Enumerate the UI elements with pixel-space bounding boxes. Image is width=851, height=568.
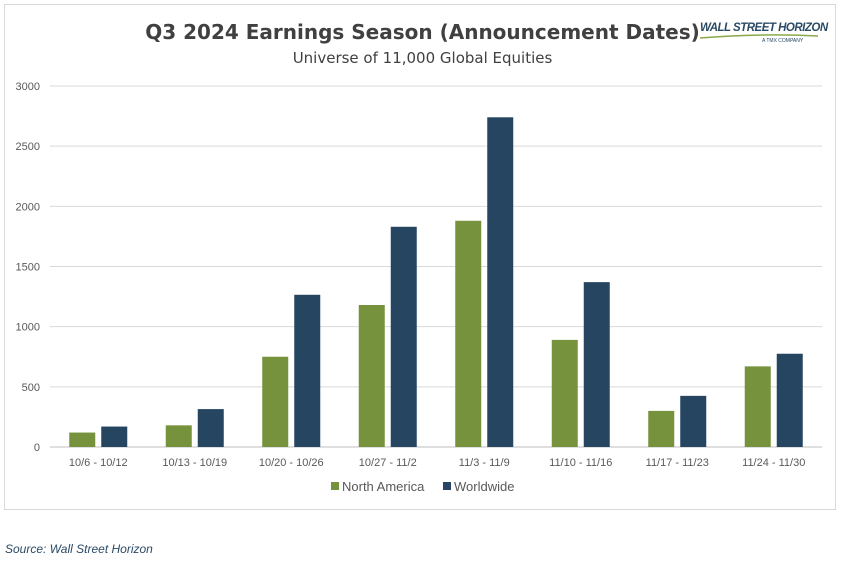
x-tick-label: 10/6 - 10/12 — [69, 457, 128, 469]
bar-north-america — [648, 410, 675, 447]
bar-worldwide — [294, 294, 321, 447]
bar-north-america — [262, 356, 289, 447]
y-tick-label: 1500 — [16, 262, 40, 274]
y-tick-label: 3000 — [16, 81, 40, 93]
y-tick-label: 1000 — [16, 322, 40, 334]
y-tick-label: 2500 — [16, 141, 40, 153]
legend-label: North America — [342, 479, 425, 494]
x-tick-label: 11/10 - 11/16 — [549, 457, 612, 469]
legend-swatch — [443, 482, 451, 490]
logo-swoosh-icon — [700, 34, 818, 39]
logo-text: WALL STREET HORIZON — [700, 22, 828, 34]
bar-north-america — [551, 339, 578, 447]
bar-worldwide — [487, 117, 514, 447]
bar-worldwide — [583, 282, 610, 447]
bar-north-america — [744, 366, 771, 447]
x-tick-label: 10/20 - 10/26 — [259, 457, 324, 469]
bar-worldwide — [390, 226, 417, 447]
chart-title: Q3 2024 Earnings Season (Announcement Da… — [145, 20, 700, 44]
chart-subtitle: Universe of 11,000 Global Equities — [292, 49, 553, 67]
legend-label: Worldwide — [454, 479, 514, 494]
bar-north-america — [165, 425, 192, 447]
bar-north-america — [69, 432, 96, 447]
bar-north-america — [455, 220, 482, 447]
y-tick-label: 500 — [22, 382, 40, 394]
x-tick-label: 10/27 - 11/2 — [359, 457, 417, 469]
bar-worldwide — [680, 395, 707, 447]
x-tick-label: 11/24 - 11/30 — [742, 457, 805, 469]
y-tick-label: 0 — [34, 442, 40, 454]
logo-subtext: A TMX COMPANY — [762, 38, 804, 44]
source-note: Source: Wall Street Horizon — [5, 542, 153, 556]
x-tick-label: 11/3 - 11/9 — [459, 457, 510, 469]
bar-worldwide — [197, 409, 224, 447]
bar-worldwide — [776, 353, 803, 447]
bar-worldwide — [101, 426, 128, 447]
x-tick-label: 10/13 - 10/19 — [162, 457, 227, 469]
x-tick-label: 11/17 - 11/23 — [646, 457, 709, 469]
y-tick-label: 2000 — [16, 201, 40, 213]
wall-street-horizon-logo: WALL STREET HORIZON A TMX COMPANY — [700, 22, 828, 52]
legend-swatch — [331, 482, 339, 490]
bar-north-america — [358, 305, 385, 447]
